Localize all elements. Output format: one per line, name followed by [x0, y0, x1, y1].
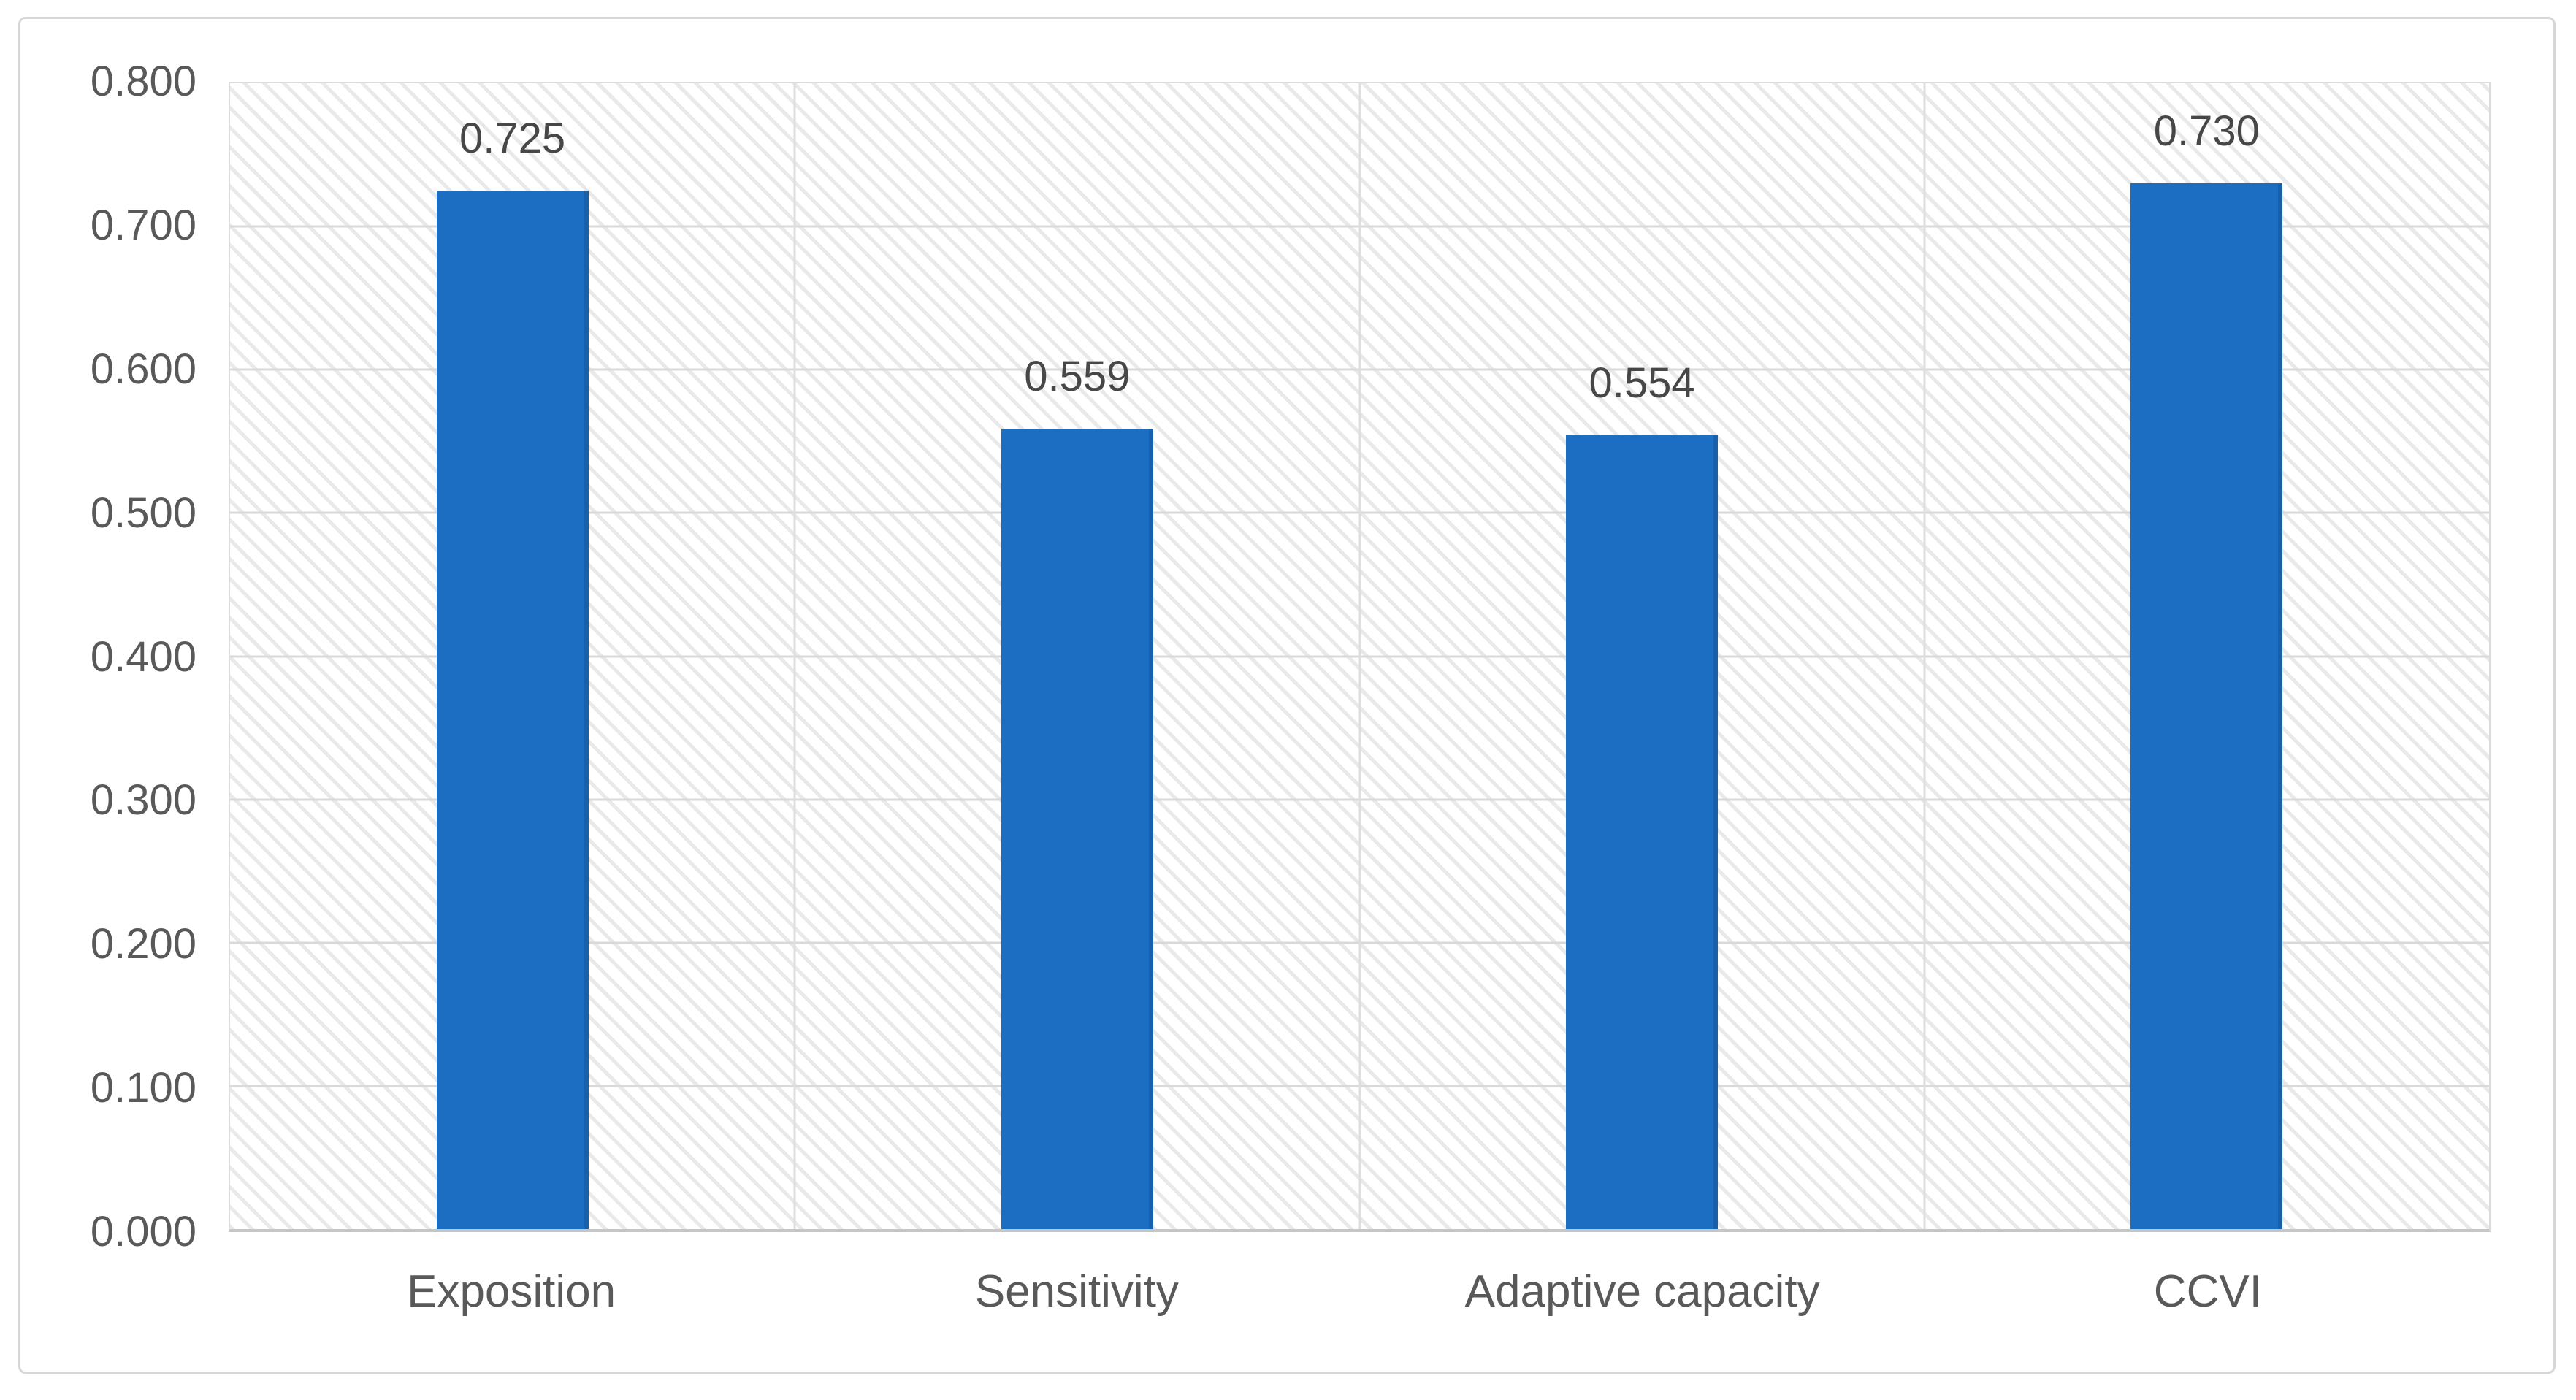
x-category-label: Exposition	[407, 1266, 616, 1317]
x-category-label: Adaptive capacity	[1464, 1266, 1820, 1317]
gridline-vertical	[793, 83, 796, 1229]
y-tick-label: 0.300	[90, 776, 196, 825]
bar-value-label: 0.554	[1589, 359, 1695, 408]
y-tick-label: 0.800	[90, 58, 196, 105]
y-tick-label: 0.100	[90, 1064, 196, 1112]
bar-value-label: 0.730	[2153, 107, 2260, 156]
y-tick-label: 0.200	[90, 920, 196, 968]
x-category-label: CCVI	[2153, 1266, 2262, 1317]
y-tick-label: 0.600	[90, 345, 196, 393]
bar-value-label: 0.725	[459, 115, 566, 163]
x-axis: Exposition Sensitivity Adaptive capacity CC…	[229, 1263, 2491, 1351]
y-axis: 0.000 0.100 0.200 0.300 0.400 0.500 0.600 0.700…	[18, 61, 210, 1253]
gridline-vertical	[1358, 83, 1361, 1229]
bar	[2130, 183, 2283, 1229]
y-tick-label: 0.000	[90, 1208, 196, 1255]
bar	[1001, 428, 1153, 1229]
gridline-vertical	[1923, 83, 1926, 1229]
bar	[436, 191, 589, 1229]
bar-value-label: 0.559	[1024, 352, 1131, 400]
y-tick-label: 0.700	[90, 201, 196, 249]
y-tick-label: 0.500	[90, 489, 196, 537]
bar	[1566, 435, 1719, 1229]
plot-area: 0.725 0.559 0.554 0.730	[229, 82, 2491, 1232]
x-category-label: Sensitivity	[974, 1266, 1179, 1317]
y-tick-label: 0.400	[90, 632, 196, 681]
